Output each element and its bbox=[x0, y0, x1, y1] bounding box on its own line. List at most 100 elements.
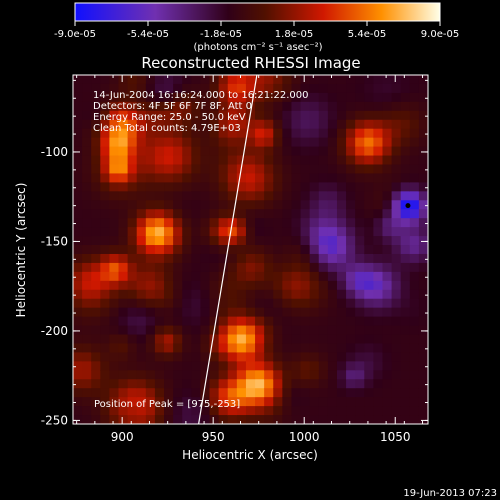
heatmap-cell bbox=[264, 289, 274, 300]
heatmap-cell bbox=[191, 370, 202, 380]
heatmap-cell bbox=[364, 75, 374, 85]
heatmap-cell bbox=[418, 209, 428, 219]
heatmap-cell bbox=[400, 334, 411, 345]
heatmap-cell bbox=[309, 307, 320, 318]
annotation-detectors: Detectors: 4F 5F 6F 7F 8F, Att 0 bbox=[93, 101, 252, 112]
heatmap-cell bbox=[100, 271, 111, 282]
heatmap-cell bbox=[218, 110, 229, 121]
heatmap-cell bbox=[245, 271, 256, 282]
heatmap-cell bbox=[136, 236, 147, 246]
heatmap-cell bbox=[264, 83, 274, 94]
heatmap-cell bbox=[236, 245, 247, 255]
y-tick-label: -200 bbox=[41, 324, 68, 338]
heatmap-cell bbox=[309, 289, 320, 300]
heatmap-cell bbox=[164, 397, 174, 407]
heatmap-cell bbox=[245, 182, 256, 192]
heatmap-cell bbox=[209, 110, 220, 121]
heatmap-cell bbox=[300, 325, 311, 336]
heatmap-cell bbox=[227, 307, 238, 318]
heatmap-cell bbox=[373, 83, 384, 94]
heatmap-cell bbox=[227, 191, 238, 201]
heatmap-cell bbox=[336, 361, 347, 371]
heatmap-cell bbox=[418, 75, 428, 85]
heatmap-cell bbox=[145, 343, 156, 354]
heatmap-cell bbox=[400, 415, 411, 424]
heatmap-cell bbox=[173, 271, 183, 282]
heatmap-cell bbox=[191, 200, 202, 210]
heatmap-cell bbox=[391, 200, 402, 210]
heatmap-cell bbox=[182, 343, 192, 354]
heatmap-cell bbox=[409, 110, 420, 121]
heatmap-cell bbox=[255, 119, 265, 130]
heatmap-cell bbox=[200, 146, 211, 157]
heatmap-cell bbox=[236, 262, 247, 273]
heatmap-cell bbox=[136, 280, 147, 291]
heatmap-cell bbox=[182, 155, 192, 166]
heatmap-cell bbox=[300, 361, 311, 371]
heatmap-cell bbox=[264, 316, 274, 327]
heatmap-cell bbox=[182, 101, 192, 112]
heatmap-cell bbox=[118, 370, 129, 380]
heatmap-cell bbox=[255, 218, 265, 228]
heatmap-cell bbox=[364, 406, 374, 416]
heatmap-cell bbox=[73, 83, 83, 94]
heatmap-cell bbox=[418, 271, 428, 282]
x-axis-label: Heliocentric X (arcsec) bbox=[182, 448, 318, 462]
heatmap-cell bbox=[227, 209, 238, 219]
heatmap-cell bbox=[227, 119, 238, 130]
heatmap-cell bbox=[200, 119, 211, 130]
heatmap-cell bbox=[264, 262, 274, 273]
heatmap-cell bbox=[164, 352, 174, 362]
heatmap-cell bbox=[245, 343, 256, 354]
heatmap-cell bbox=[236, 75, 247, 85]
heatmap-cell bbox=[127, 227, 138, 237]
heatmap-cell bbox=[282, 137, 293, 148]
heatmap-cell bbox=[191, 164, 202, 175]
heatmap-cell bbox=[82, 110, 92, 121]
heatmap-cell bbox=[273, 280, 283, 291]
heatmap-cell bbox=[191, 325, 202, 336]
heatmap-cell bbox=[73, 415, 83, 424]
heatmap-cell bbox=[309, 245, 320, 255]
heatmap-cell bbox=[391, 316, 402, 327]
heatmap-cell bbox=[154, 370, 165, 380]
heatmap-cell bbox=[336, 218, 347, 228]
heatmap-cell bbox=[264, 370, 274, 380]
heatmap-cell bbox=[100, 75, 111, 85]
heatmap-cell bbox=[336, 415, 347, 424]
colorbar-tick-label: 5.4e-05 bbox=[348, 29, 386, 40]
heatmap-cell bbox=[200, 334, 211, 345]
heatmap-cell bbox=[364, 289, 374, 300]
heatmap-cell bbox=[255, 334, 265, 345]
heatmap-cell bbox=[382, 262, 393, 273]
heatmap-cell bbox=[209, 397, 220, 407]
heatmap-cell bbox=[182, 128, 192, 139]
heatmap-cell bbox=[109, 307, 120, 318]
heatmap-cell bbox=[400, 128, 411, 139]
heatmap-cell bbox=[91, 209, 101, 219]
heatmap-cell bbox=[391, 379, 402, 389]
heatmap-cell bbox=[218, 101, 229, 112]
heatmap-cell bbox=[336, 334, 347, 345]
heatmap-cell bbox=[200, 397, 211, 407]
heatmap-cell bbox=[73, 325, 83, 336]
heatmap-cell bbox=[182, 218, 192, 228]
heatmap-cell bbox=[100, 209, 111, 219]
heatmap-cell bbox=[245, 128, 256, 139]
heatmap-cell bbox=[282, 155, 293, 166]
heatmap-cell bbox=[373, 343, 384, 354]
heatmap-cell bbox=[200, 280, 211, 291]
heatmap-cell bbox=[118, 83, 129, 94]
heatmap-cell bbox=[327, 83, 338, 94]
colorbar-unit: (photons cm⁻² s⁻¹ asec⁻²) bbox=[193, 42, 322, 53]
y-tick-labels: -100-150-200-250 bbox=[41, 145, 68, 427]
heatmap-cell bbox=[318, 227, 329, 237]
heatmap-cell bbox=[318, 146, 329, 157]
heatmap-cell bbox=[400, 146, 411, 157]
heatmap-cell bbox=[245, 289, 256, 300]
heatmap-cell bbox=[227, 200, 238, 210]
heatmap-cell bbox=[300, 379, 311, 389]
heatmap-cell bbox=[327, 173, 338, 183]
heatmap-cell bbox=[400, 298, 411, 309]
heatmap-cell bbox=[291, 83, 302, 94]
